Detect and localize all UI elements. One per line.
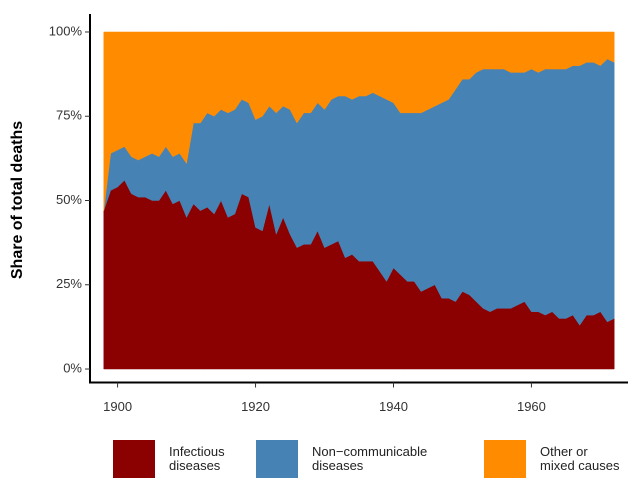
y-axis-title: Share of total deaths xyxy=(9,121,26,279)
legend-item: Infectious diseases xyxy=(113,440,239,478)
legend-item: Non−communicable diseases xyxy=(256,440,452,478)
y-tick-label: 25% xyxy=(56,276,82,291)
legend-swatch xyxy=(113,440,155,478)
legend-label: Non−communicable diseases xyxy=(312,444,428,473)
x-tick-label: 1960 xyxy=(517,399,546,414)
y-tick-label: 75% xyxy=(56,108,82,123)
legend-label: Infectious diseases xyxy=(169,444,225,473)
legend: Infectious diseases Non−communicable dise… xyxy=(0,438,628,480)
legend-swatch xyxy=(484,440,526,478)
area xyxy=(103,31,615,211)
legend-label: Other or mixed causes xyxy=(540,444,620,473)
y-tick-label: 100% xyxy=(49,23,83,38)
y-tick-label: 0% xyxy=(63,360,82,375)
x-tick-label: 1900 xyxy=(103,399,132,414)
chart: Share of total deaths 0% 25% 50% 75% 100% 190… xyxy=(9,14,628,414)
y-tick-label: 50% xyxy=(56,192,82,207)
x-tick-label: 1920 xyxy=(241,399,270,414)
x-tick-label: 1940 xyxy=(379,399,408,414)
legend-item: Other or mixed causes xyxy=(484,440,624,478)
legend-swatch xyxy=(256,440,298,478)
